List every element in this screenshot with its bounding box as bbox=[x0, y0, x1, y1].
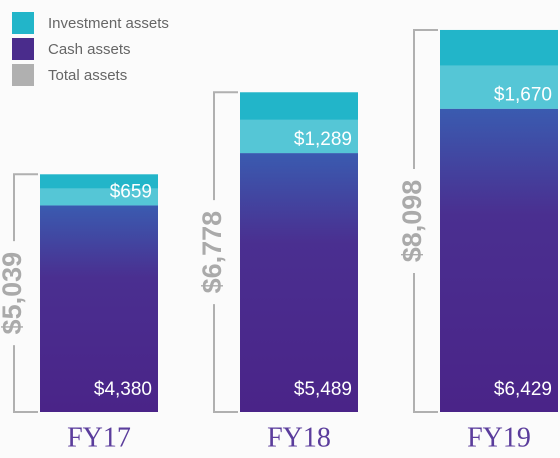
cash-label: $4,380 bbox=[94, 379, 152, 400]
legend-swatch bbox=[12, 12, 34, 34]
x-tick-label: FY19 bbox=[467, 422, 531, 453]
cash-bar bbox=[40, 205, 158, 412]
investment-label: $1,289 bbox=[294, 129, 352, 150]
cash-label: $5,489 bbox=[294, 379, 352, 400]
investment-shade bbox=[440, 65, 558, 109]
x-tick-label: FY18 bbox=[267, 422, 331, 453]
total-label-bg bbox=[398, 169, 430, 273]
legend-swatch bbox=[12, 64, 34, 86]
legend-label: Cash assets bbox=[48, 41, 131, 58]
legend-swatch bbox=[12, 38, 34, 60]
total-label-bg bbox=[198, 200, 230, 305]
x-tick-label: FY17 bbox=[67, 422, 131, 453]
investment-shade bbox=[240, 119, 358, 154]
total-label-bg bbox=[0, 241, 30, 346]
cash-bar bbox=[240, 153, 358, 412]
cash-bar bbox=[440, 108, 558, 413]
legend-label: Total assets bbox=[48, 67, 127, 84]
legend-label: Investment assets bbox=[48, 15, 169, 32]
total-label: $5,039 bbox=[0, 252, 27, 335]
investment-label: $659 bbox=[110, 181, 152, 202]
investment-label: $1,670 bbox=[494, 85, 552, 106]
total-label: $6,778 bbox=[197, 211, 227, 294]
total-label: $8,098 bbox=[397, 180, 427, 263]
cash-label: $6,429 bbox=[494, 379, 552, 400]
investment-shade bbox=[40, 188, 158, 206]
